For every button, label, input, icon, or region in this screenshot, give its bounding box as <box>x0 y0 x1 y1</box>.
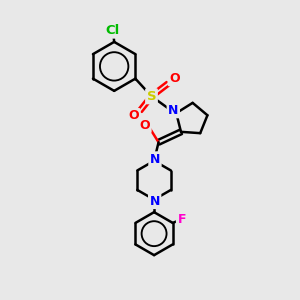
Text: S: S <box>147 90 156 103</box>
Text: N: N <box>168 104 178 117</box>
Text: O: O <box>140 119 150 132</box>
Text: N: N <box>149 195 160 208</box>
Text: O: O <box>128 110 139 122</box>
Text: Cl: Cl <box>106 24 120 37</box>
Text: F: F <box>177 213 186 226</box>
Text: N: N <box>150 153 160 166</box>
Text: O: O <box>169 72 180 85</box>
